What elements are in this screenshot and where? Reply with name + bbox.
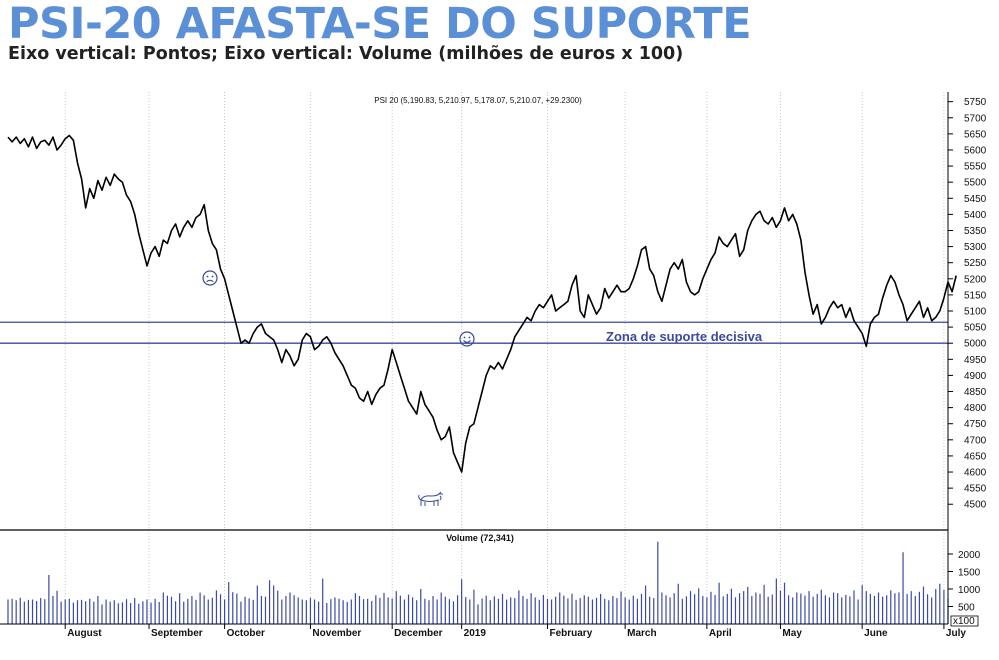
y-tick-label: 5400 [964,210,987,221]
y-tick-label: 5250 [964,258,987,269]
y-tick-label: 5750 [964,97,987,108]
chart-title: PSI-20 AFASTA-SE DO SUPORTE [8,0,752,49]
sad-face-icon [202,270,218,286]
volume-tick-label: 2000 [958,550,981,561]
y-tick-label: 4850 [964,387,987,398]
price-series [7,134,957,473]
y-tick-label: 4700 [964,435,987,446]
y-tick-label: 4800 [964,403,987,414]
y-tick-label: 5300 [964,242,987,253]
y-tick-label: 5700 [964,113,987,124]
x-month-label: 2019 [464,628,487,639]
y-tick-label: 5150 [964,290,987,301]
y-tick-label: 4950 [964,355,987,366]
y-tick-label: 5550 [964,162,987,173]
volume-header-label: Volume (72,341) [446,533,514,543]
y-tick-label: 4900 [964,371,987,382]
y-tick-label: 5650 [964,129,987,140]
y-tick-label: 5000 [964,339,987,350]
x-month-label: May [782,628,802,639]
x-month-label: August [67,628,102,639]
x-month-label: October [227,628,265,639]
y-tick-label: 4550 [964,484,987,495]
volume-tick-label: 500 [958,603,975,614]
y-tick-label: 5100 [964,307,987,318]
price-header-label: PSI 20 (5,190.83, 5,210.97, 5,178.07, 5,… [374,96,582,105]
x-month-label: November [312,628,361,639]
y-tick-label: 5500 [964,178,987,189]
bull-icon [418,491,443,506]
y-tick-label: 5200 [964,274,987,285]
x-month-label: July [946,628,966,639]
y-tick-label: 5050 [964,323,987,334]
y-tick-label: 4650 [964,451,987,462]
volume-unit-label: x100 [953,616,975,627]
x-month-label: February [549,628,592,639]
x-month-label: September [151,628,203,639]
x-month-label: December [394,628,442,639]
price-line [7,134,957,473]
y-tick-label: 4600 [964,468,987,479]
y-tick-label: 4750 [964,419,987,430]
y-tick-label: 5600 [964,145,987,156]
x-month-label: June [864,628,888,639]
support-zone [0,321,948,344]
x-month-label: March [627,628,656,639]
chart-subtitle: Eixo vertical: Pontos; Eixo vertical: Vo… [8,44,684,64]
support-zone-label: Zona de suporte decisiva [606,329,763,344]
y-tick-label: 5350 [964,226,987,237]
y-tick-label: 5450 [964,194,987,205]
volume-series [7,541,949,624]
volume-unit-box [950,615,979,627]
happy-face-icon [459,331,475,347]
x-month-label: April [709,628,732,639]
grid-lines [64,92,945,624]
axes: 4500 4550 4600 4650 4700 4750 4800 4850 4900 4950… [0,92,987,639]
volume-tick-label: 1000 [958,585,981,596]
volume-tick-label: 1500 [958,568,981,579]
y-tick-label: 4500 [964,500,987,511]
